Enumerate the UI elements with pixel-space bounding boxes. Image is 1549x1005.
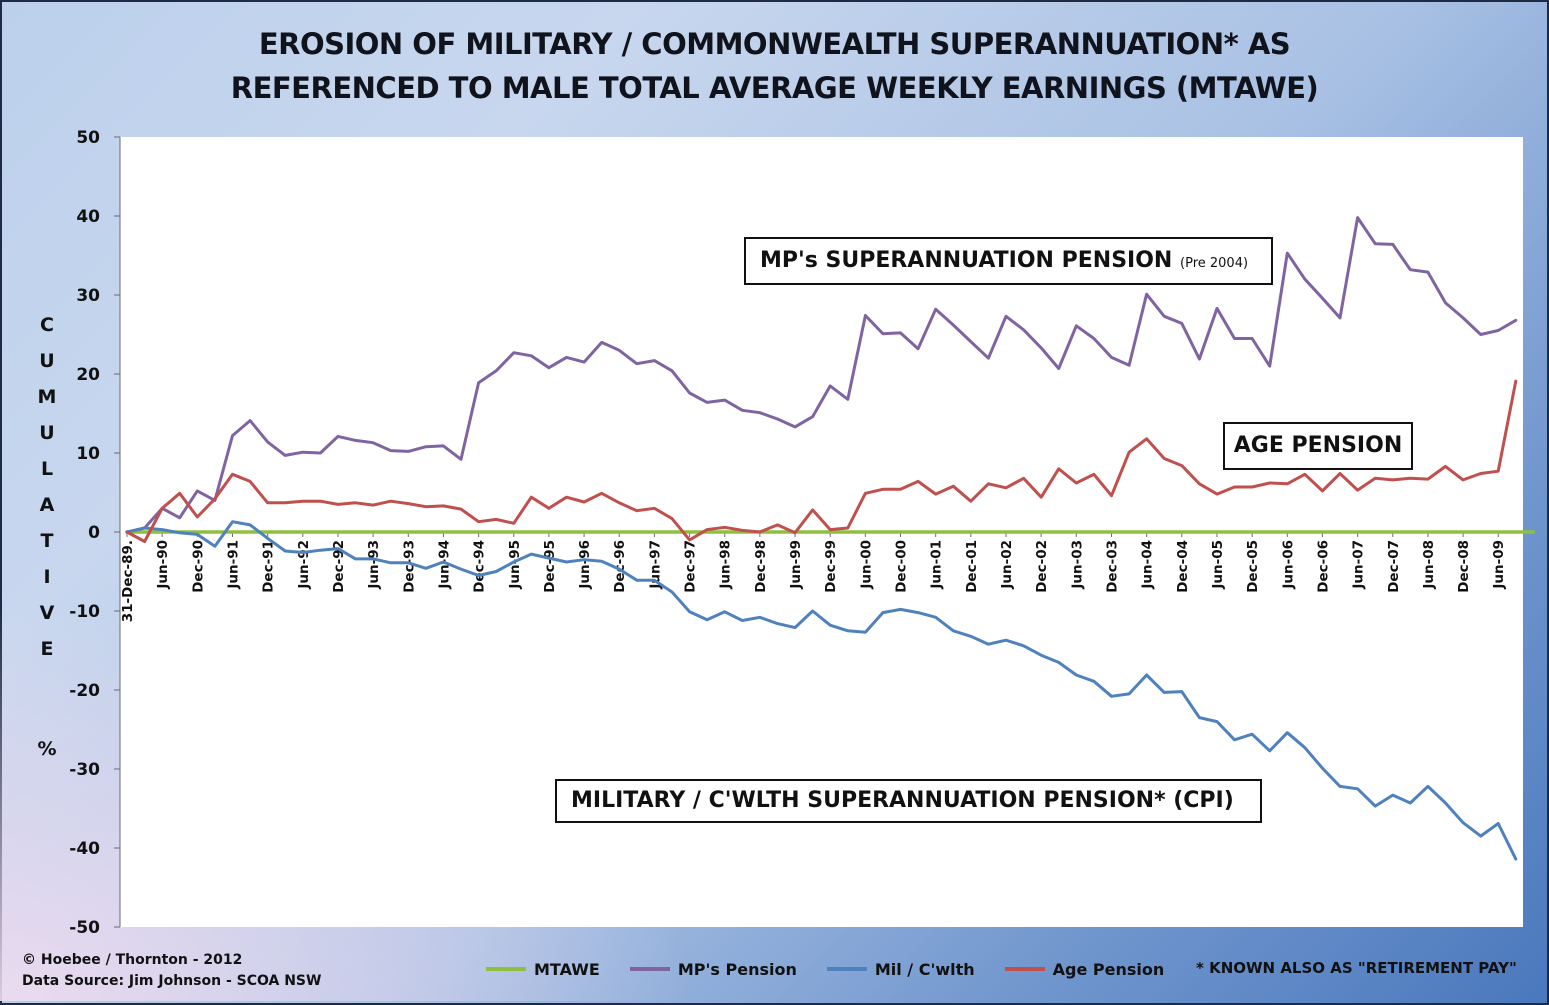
y-axis-label-letter: U (39, 350, 54, 372)
y-axis-label-letter: T (41, 530, 54, 552)
y-tick-label: 20 (76, 365, 100, 385)
legend-item-mtawe: MTAWE (486, 960, 600, 979)
x-tick-label: Jun-99 (788, 540, 804, 590)
x-tick-label: Jun-96 (577, 540, 593, 590)
y-axis: 50 40 30 20 10 0 -10 -20 -30 -40 -50 (69, 128, 121, 938)
y-tick-label: 40 (76, 207, 100, 227)
x-tick-label: Dec-02 (1034, 540, 1050, 593)
x-tick-label: Jun-95 (507, 540, 523, 590)
x-tick-label: Jun-93 (366, 540, 382, 590)
x-tick-label: Jun-90 (155, 540, 171, 590)
y-tick-label: -40 (69, 839, 100, 859)
y-axis-label-letter: C (40, 314, 54, 336)
x-tick-label: Dec-99 (823, 540, 839, 593)
legend-label-mp-pension: MP's Pension (677, 959, 797, 979)
y-axis-label-letter: L (41, 458, 53, 480)
y-tick-label: 0 (88, 523, 100, 543)
footnote: * KNOWN ALSO AS "RETIREMENT PAY" (1196, 959, 1517, 977)
annotation-mp-small-text: (Pre 2004) (1180, 256, 1249, 271)
legend-swatch-mp-pension (629, 967, 670, 971)
y-axis-label-letter: V (40, 602, 55, 624)
x-tick-label: Jun-04 (1140, 540, 1156, 590)
legend-swatch-mtawe (486, 967, 526, 971)
x-tick-label: Dec-03 (1104, 540, 1120, 593)
series-line-age-pension (125, 379, 1518, 543)
x-tick-label: Jun-91 (225, 540, 241, 590)
x-tick-label: Jun-00 (858, 540, 874, 590)
y-tick-label: 30 (76, 286, 100, 306)
x-tick-label: Dec-07 (1386, 540, 1402, 593)
legend-swatch-age-pension (1004, 967, 1045, 971)
y-axis-label-letter: I (43, 566, 50, 588)
x-tick-label: Dec-94 (472, 540, 488, 593)
series-layer (125, 216, 1536, 861)
x-tick-label: Jun-09 (1491, 540, 1507, 590)
x-tick-label: Dec-01 (964, 540, 980, 593)
x-tick-label: Dec-95 (542, 540, 558, 593)
y-tick-label: -50 (69, 918, 100, 938)
credits-copyright: © Hoebee / Thornton - 2012 (22, 952, 243, 968)
x-tick-label: Jun-08 (1421, 540, 1437, 590)
x-tick-label: Jun-02 (999, 540, 1015, 590)
chart-title-line-2: REFERENCED TO MALE TOTAL AVERAGE WEEKLY … (230, 71, 1319, 105)
annotation-mil-text: MILITARY / C'WLTH SUPERANNUATION PENSION… (571, 788, 1234, 813)
y-tick-label: 50 (76, 128, 100, 148)
legend-label-mil-cwlth: Mil / C'wlth (874, 959, 975, 979)
y-axis-label-letter: A (40, 494, 55, 516)
y-axis-label-letter: E (41, 638, 54, 660)
y-tick-label: -30 (69, 760, 100, 780)
legend-item-mp-pension: MP's Pension (629, 959, 797, 979)
legend-swatch-mil-cwlth (826, 967, 867, 971)
x-tick-label: Dec-93 (401, 540, 417, 593)
x-tick-label: Jun-07 (1351, 540, 1367, 590)
y-axis-label-letter: U (39, 422, 54, 444)
y-axis-label-letter: M (38, 386, 57, 408)
legend: MTAWE MP's Pension Mil / C'wlth Age Pens… (486, 957, 1194, 981)
credits-data-source: Data Source: Jim Johnson - SCOA NSW (22, 973, 322, 989)
annotation-age-text: AGE PENSION (1233, 433, 1403, 458)
x-tick-label: Dec-06 (1315, 540, 1331, 593)
x-tick-label: Dec-00 (894, 540, 910, 593)
x-tick-label: Jun-98 (718, 540, 734, 590)
x-tick-label: Dec-90 (190, 540, 206, 593)
legend-item-age-pension: Age Pension (1004, 959, 1165, 979)
x-tick-label: Jun-94 (436, 540, 452, 590)
y-tick-label: -20 (69, 681, 100, 701)
annotation-mp-superannuation: MP's SUPERANNUATION PENSION (Pre 2004) (744, 237, 1273, 285)
x-tick-label: 31-Dec-89. (120, 540, 136, 622)
x-tick-label: Dec-98 (753, 540, 769, 593)
x-tick-label: Jun-03 (1069, 540, 1085, 590)
legend-label-age-pension: Age Pension (1052, 959, 1165, 979)
chart-title-line-1: EROSION OF MILITARY / COMMONWEALTH SUPER… (258, 27, 1291, 61)
x-tick-label: Jun-97 (647, 540, 663, 590)
x-tick-label: Jun-06 (1280, 540, 1296, 590)
series-line-mil-c-wlth (125, 520, 1518, 861)
x-tick-label: Dec-05 (1245, 540, 1261, 593)
x-tick-label: Dec-96 (612, 540, 628, 593)
legend-item-mil-cwlth: Mil / C'wlth (826, 959, 975, 979)
x-axis: 31-Dec-89. Jun-90 Dec-90 Jun-91 Dec-91 Jun-92… (120, 532, 1507, 622)
legend-label-mtawe: MTAWE (534, 959, 600, 979)
credits: © Hoebee / Thornton - 2012 Data Source: … (22, 950, 321, 992)
x-tick-label: Jun-01 (929, 540, 945, 590)
annotation-mp-text: MP's SUPERANNUATION PENSION (760, 248, 1173, 273)
x-tick-label: Dec-04 (1175, 540, 1191, 593)
chart-title: EROSION OF MILITARY / COMMONWEALTH SUPER… (0, 22, 1549, 110)
annotation-military-pension: MILITARY / C'WLTH SUPERANNUATION PENSION… (555, 779, 1262, 823)
x-tick-label: Dec-97 (683, 540, 699, 593)
series-line-mp-s-pension (125, 216, 1518, 534)
y-tick-label: -10 (69, 602, 100, 622)
y-tick-label: 10 (76, 444, 100, 464)
x-tick-label: Jun-92 (296, 540, 312, 590)
annotation-age-pension: AGE PENSION (1223, 422, 1413, 470)
x-tick-label: Jun-05 (1210, 540, 1226, 590)
y-axis-label-percent: % (37, 738, 56, 760)
x-tick-label: Dec-08 (1456, 540, 1472, 593)
x-tick-label: Dec-91 (261, 540, 277, 593)
